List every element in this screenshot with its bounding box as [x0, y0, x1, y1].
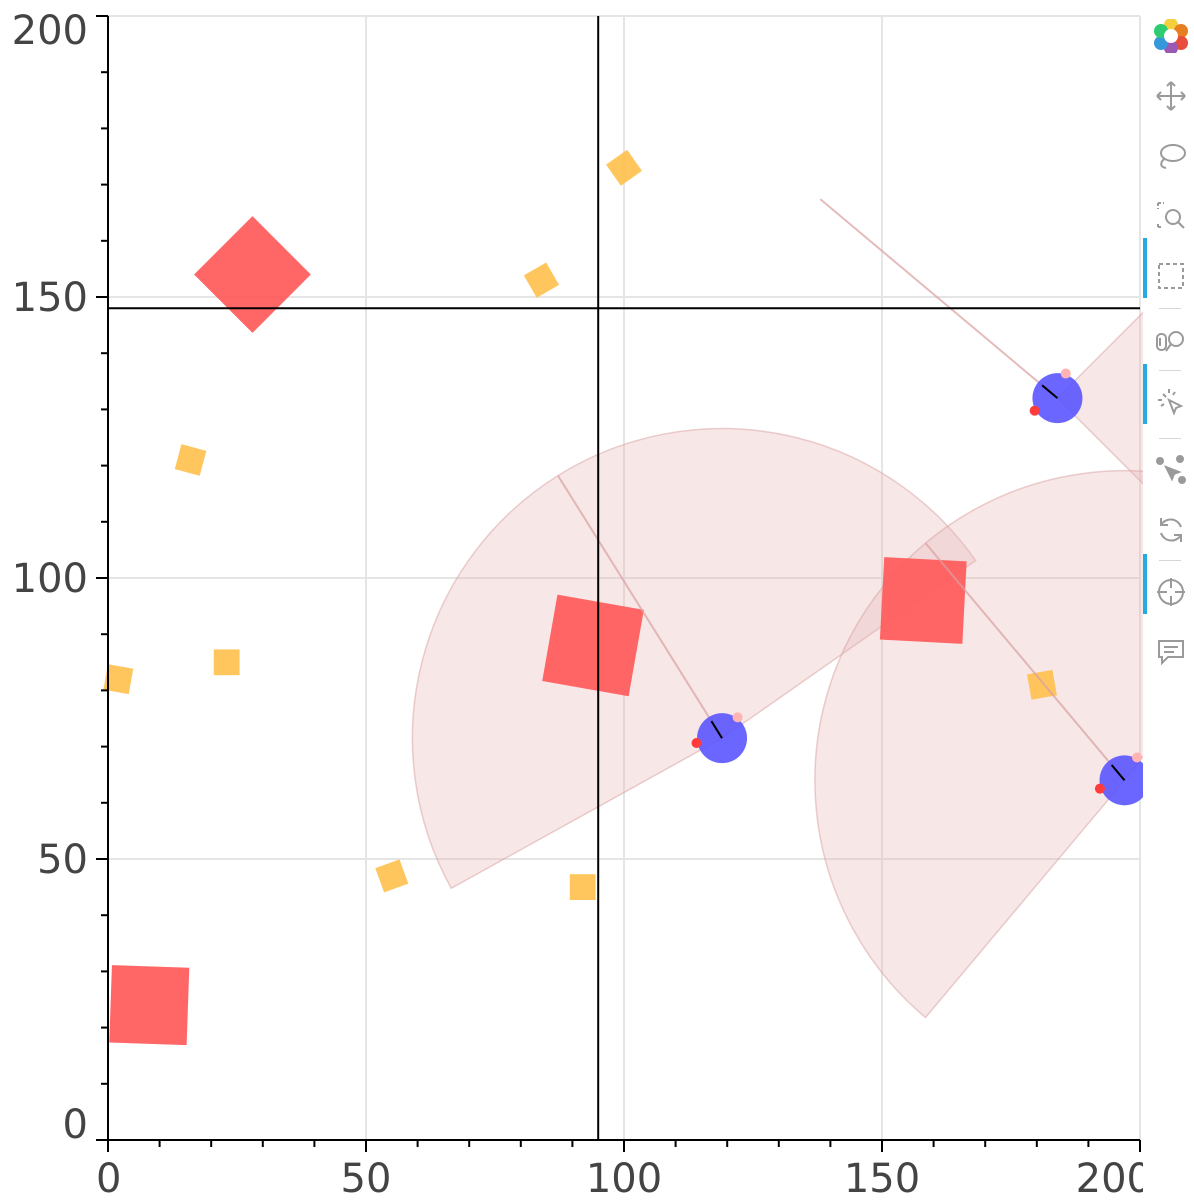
obstacle-marker: [194, 216, 311, 333]
zoom-in-icon[interactable]: [1149, 194, 1193, 238]
x-tick-label: 100: [586, 1156, 662, 1202]
agent-sensor-ray: [557, 475, 723, 739]
y-tick-label: 100: [12, 556, 88, 602]
point-draw-icon[interactable]: [1149, 448, 1193, 492]
agent-heading: [710, 720, 723, 739]
crosshair-icon[interactable]: [1143, 554, 1193, 614]
reset-icon[interactable]: [1149, 508, 1193, 552]
axes: 0 50 100 150 200 0 50 100 150 200: [12, 8, 1143, 1202]
agent-sensor-ray: [819, 198, 1059, 399]
agents: [557, 198, 1143, 806]
agent-sensor-dot: [732, 712, 743, 723]
y-tick-label: 150: [12, 275, 88, 321]
y-tick-label: 0: [63, 1102, 88, 1148]
agent-sensor-dot: [691, 738, 702, 749]
food-marker: [523, 262, 560, 298]
sensor-wedge: [1056, 311, 1143, 485]
agent-sensor-dot: [1132, 752, 1143, 763]
food-marker: [103, 664, 134, 695]
bokeh-logo-icon[interactable]: [1149, 14, 1193, 58]
bokeh-logo-icon: [1154, 19, 1188, 53]
obstacle-marker: [879, 557, 967, 644]
x-tick-label: 50: [341, 1156, 392, 1202]
food-marker: [174, 444, 207, 476]
obstacle-marker: [542, 594, 644, 697]
agent-heading: [1110, 764, 1126, 781]
agent-body: [1099, 755, 1143, 806]
x-tick-label: 150: [844, 1156, 920, 1202]
y-tick-label: 50: [37, 837, 88, 883]
box-select-icon[interactable]: [1143, 238, 1193, 298]
sensor-fields: [411, 311, 1143, 1019]
agent-sensor-dot: [1060, 368, 1071, 379]
agent-sensor-dot: [1029, 405, 1040, 416]
hover-icon[interactable]: [1149, 630, 1193, 674]
food-marker: [375, 859, 409, 893]
x-tick-label: 0: [96, 1156, 121, 1202]
pan-icon[interactable]: [1149, 74, 1193, 118]
food-marker: [569, 874, 596, 900]
lasso-select-icon[interactable]: [1149, 134, 1193, 178]
agent-sensor-ray: [924, 542, 1126, 781]
y-tick-label: 200: [12, 8, 88, 54]
x-tick-label: 200: [1076, 1156, 1143, 1202]
toolbar: [1143, 8, 1194, 688]
agent-heading: [1041, 384, 1059, 399]
chart-canvas[interactable]: 0 50 100 150 200 0 50 100 150 200: [0, 0, 1143, 1202]
tap-icon[interactable]: [1143, 364, 1193, 424]
obstacle-marker: [109, 965, 190, 1046]
box-zoom-icon[interactable]: [1149, 320, 1193, 364]
agent-sensor-dot: [1094, 783, 1105, 794]
food-marker: [606, 149, 642, 186]
crosshair: [108, 16, 1140, 1140]
food-marker: [213, 649, 240, 676]
